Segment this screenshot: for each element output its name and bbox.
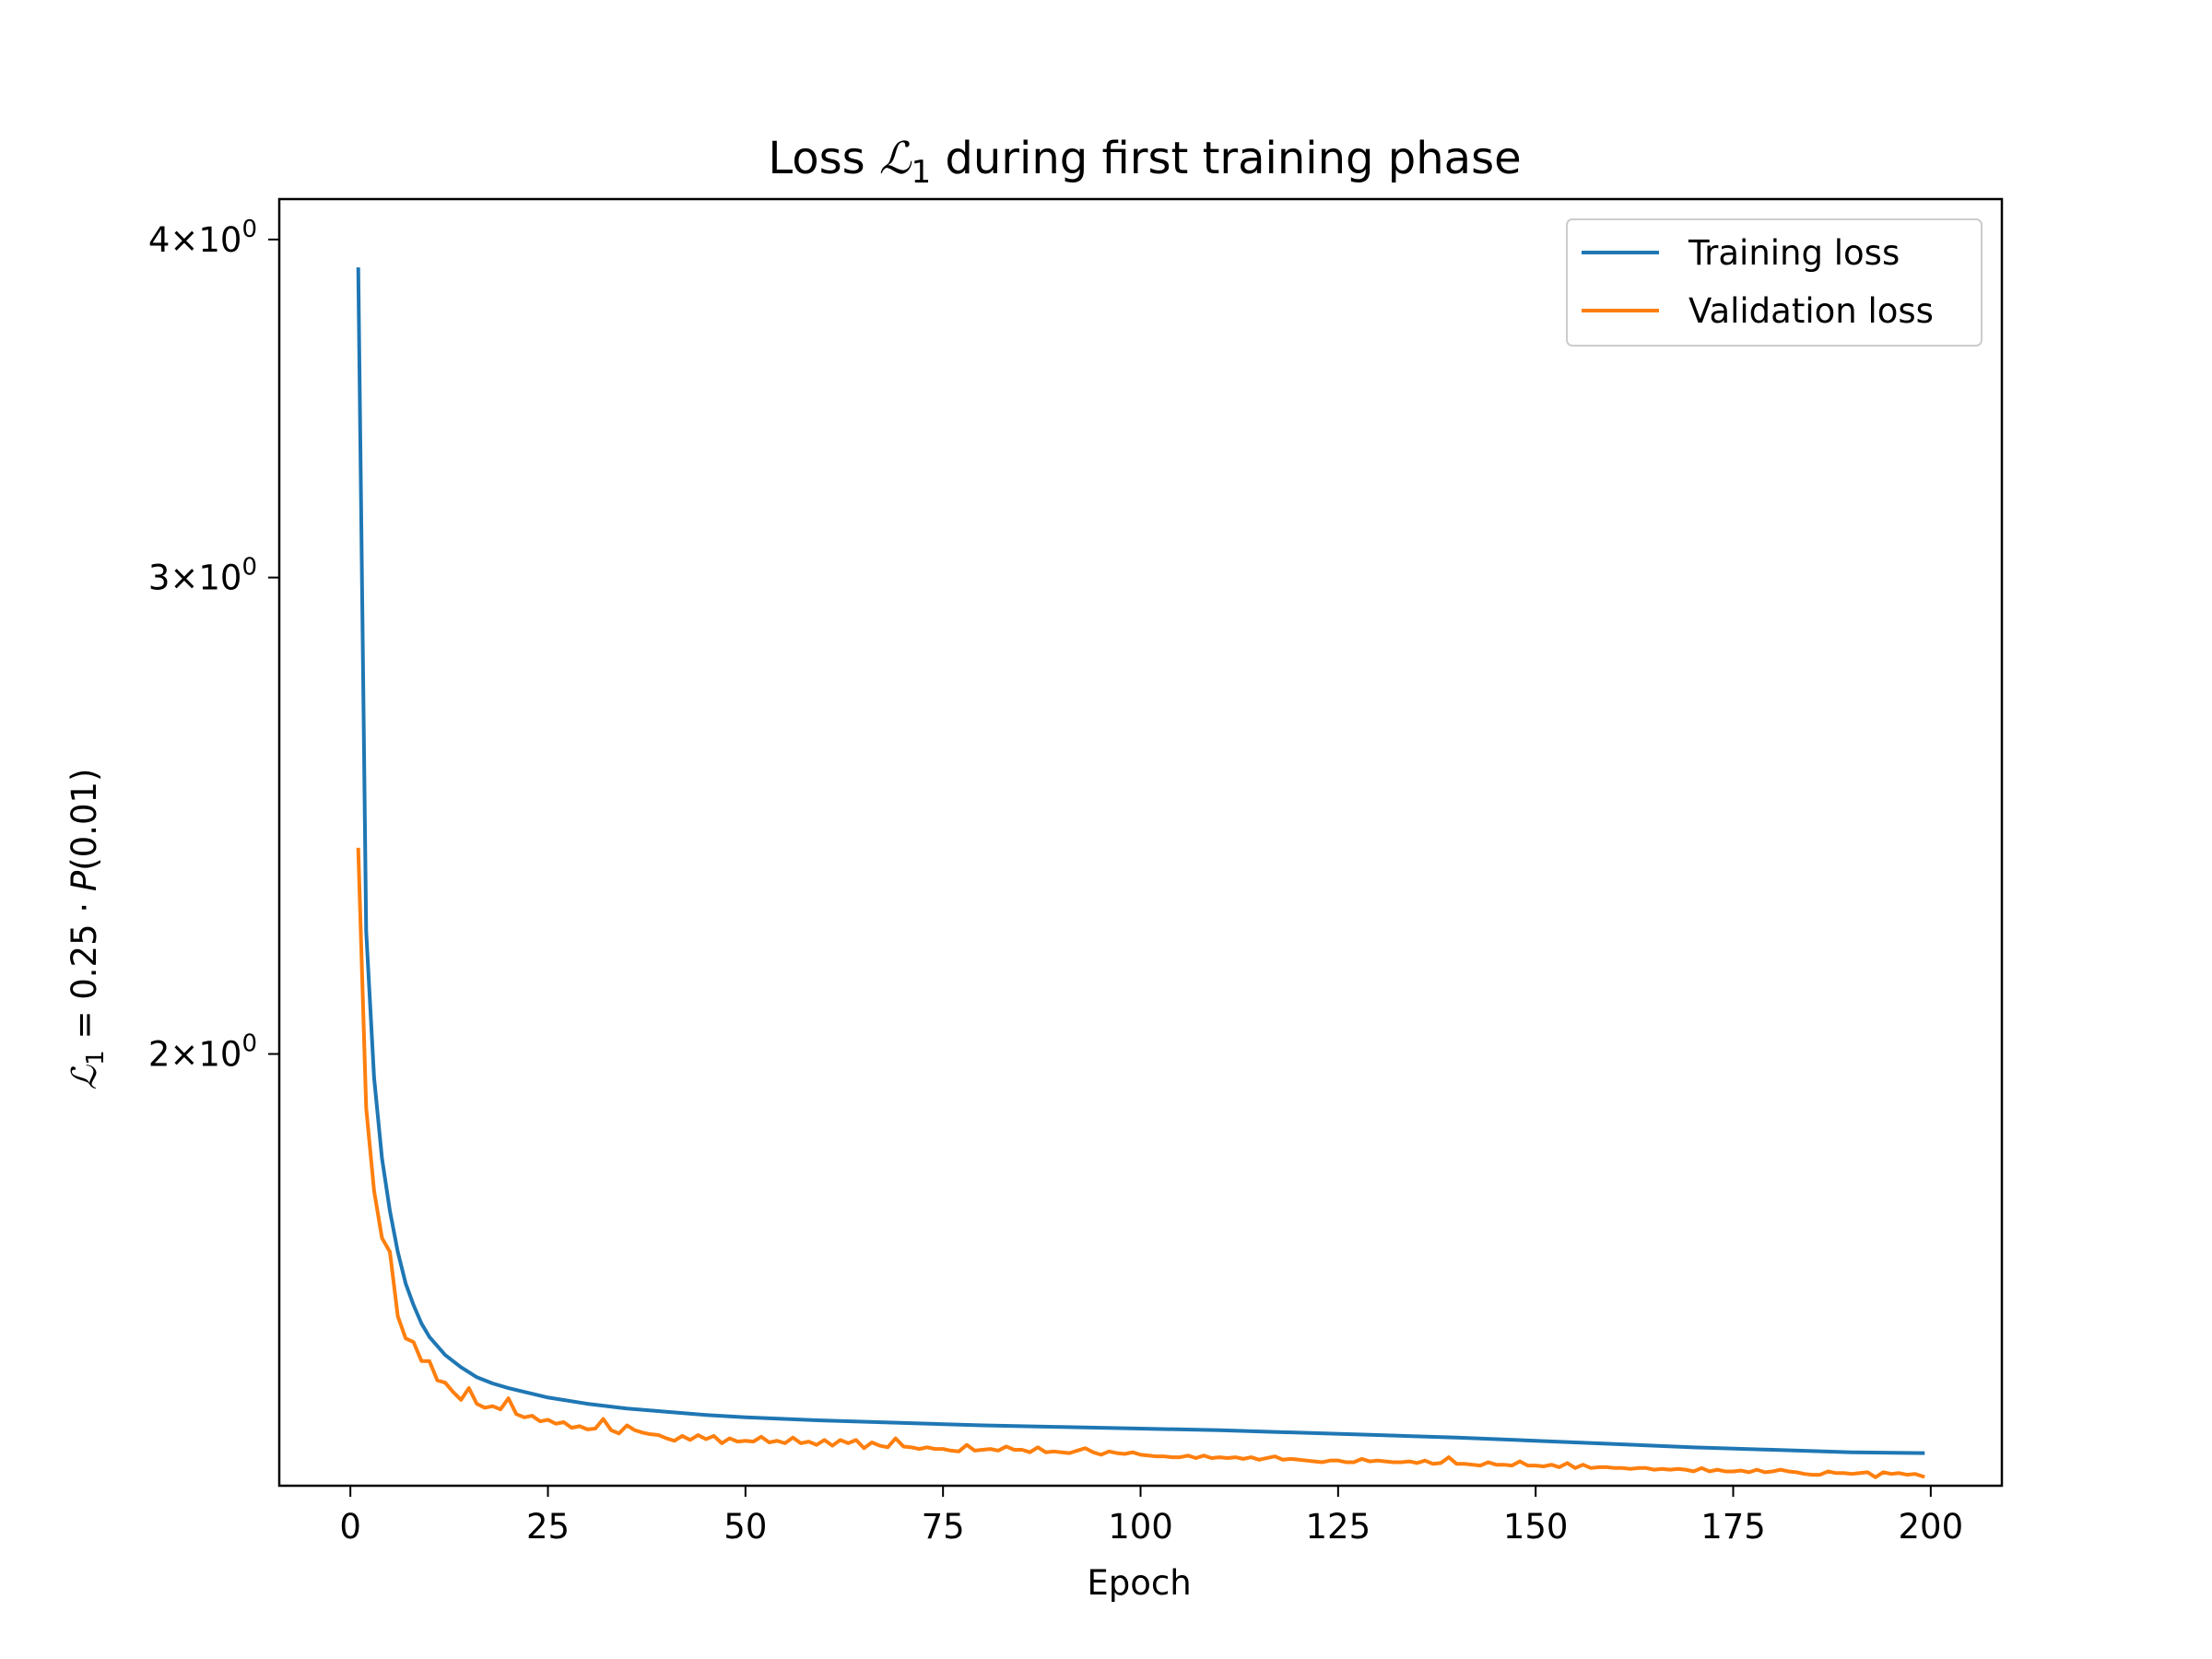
y-axis-label-subscript: 1 xyxy=(82,1050,110,1065)
x-axis-label: Epoch xyxy=(1087,1563,1191,1603)
series-line-training xyxy=(356,267,1925,1455)
legend: Training loss Validation loss xyxy=(1566,218,1983,347)
y-axis-label: ℒ1 = 0.25 · P(0.01) xyxy=(65,769,110,1090)
legend-label-validation: Validation loss xyxy=(1688,291,1934,331)
chart-title-symbol: ℒ xyxy=(879,133,912,184)
x-tick-label: 50 xyxy=(724,1507,767,1547)
x-tick-label: 125 xyxy=(1306,1507,1371,1547)
legend-frame xyxy=(1566,218,1983,347)
x-tick-label: 25 xyxy=(526,1507,570,1547)
y-tick-label: 3×100 xyxy=(148,554,257,598)
plot-area: 0 25 50 75 100 125 150 175 200 2×100 3×100 4×100 xyxy=(148,197,2004,1547)
y-axis-label-rest: = 0.25 · xyxy=(65,891,104,1050)
x-tick-label: 100 xyxy=(1108,1507,1173,1547)
x-tick-label: 175 xyxy=(1700,1507,1766,1547)
x-tick-label: 75 xyxy=(922,1507,965,1547)
chart-title: Loss ℒ1 during first training phase xyxy=(768,133,1521,191)
chart-title-after: during first training phase xyxy=(931,133,1521,184)
y-tick-label: 4×100 xyxy=(148,216,257,260)
x-tick-label: 150 xyxy=(1503,1507,1569,1547)
y-axis-label-p: P xyxy=(65,870,104,891)
y-tick-label: 2×100 xyxy=(148,1030,257,1075)
chart-title-subscript: 1 xyxy=(912,154,932,191)
x-tick-label: 0 xyxy=(339,1507,361,1547)
chart-title-before: Loss xyxy=(768,133,879,184)
y-axis-label-symbol: ℒ xyxy=(65,1064,104,1089)
x-tick-label: 200 xyxy=(1899,1507,1964,1547)
legend-label-training: Training loss xyxy=(1688,233,1900,273)
series-line-validation xyxy=(356,847,1925,1479)
y-axis-label-arg: (0.01) xyxy=(65,769,104,871)
